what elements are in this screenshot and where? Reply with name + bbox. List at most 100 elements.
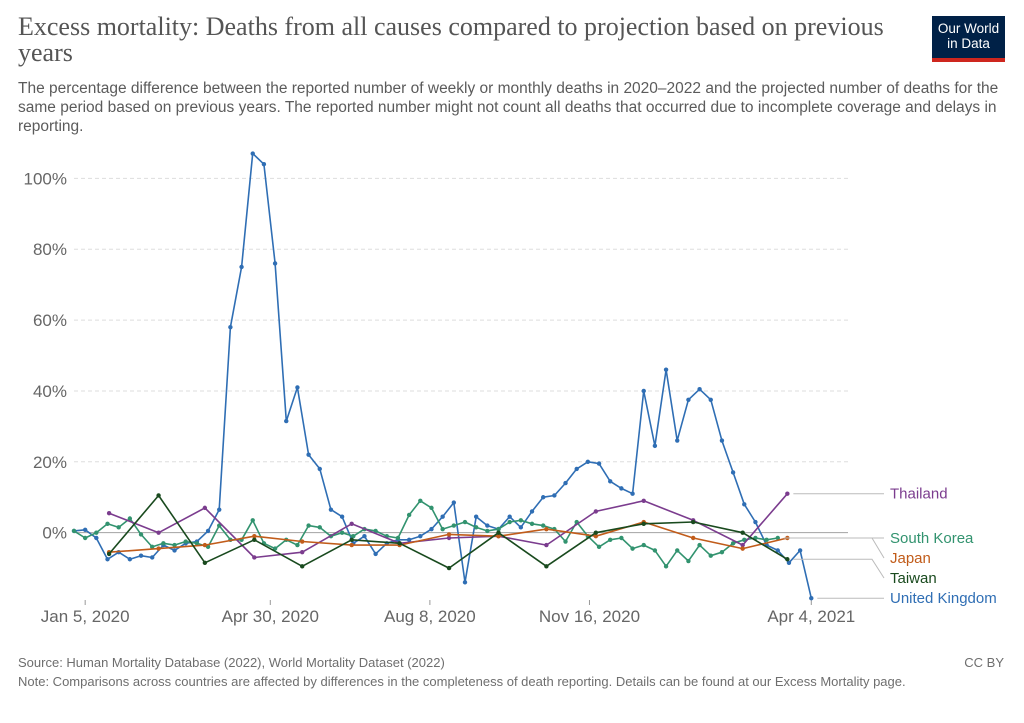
data-point-taiwan — [785, 557, 790, 562]
data-point-united-kingdom — [418, 534, 423, 539]
data-point-south-korea — [518, 518, 524, 523]
data-point-united-kingdom — [596, 461, 602, 466]
data-point-south-korea — [641, 542, 646, 548]
data-point-south-korea — [105, 521, 110, 527]
data-point-south-korea — [138, 532, 144, 537]
data-point-south-korea — [485, 528, 490, 534]
data-point-united-kingdom — [563, 480, 568, 486]
data-point-south-korea — [161, 541, 166, 546]
source-text: Source: Human Mortality Database (2022),… — [18, 655, 445, 670]
data-point-thailand — [300, 549, 305, 555]
data-point-united-kingdom — [205, 528, 211, 534]
data-point-thailand — [106, 510, 112, 516]
data-point-south-korea — [764, 537, 769, 542]
data-point-united-kingdom — [328, 507, 334, 512]
data-point-south-korea — [149, 544, 155, 550]
data-point-taiwan — [593, 530, 599, 535]
data-point-taiwan — [641, 521, 646, 527]
chart-title: Excess mortality: Deaths from all causes… — [18, 12, 884, 67]
data-point-united-kingdom — [373, 551, 378, 557]
data-point-united-kingdom — [172, 548, 177, 553]
data-point-united-kingdom — [149, 555, 155, 560]
data-point-thailand — [785, 491, 790, 496]
data-point-south-korea — [116, 525, 121, 530]
data-point-japan — [156, 546, 161, 551]
data-point-united-kingdom — [406, 537, 412, 542]
data-point-thailand — [156, 530, 161, 535]
series-layer — [71, 151, 814, 601]
data-point-united-kingdom — [82, 527, 88, 533]
data-point-taiwan — [156, 493, 161, 498]
data-point-south-korea — [496, 526, 501, 532]
data-point-thailand — [349, 521, 354, 527]
series-line-taiwan — [108, 494, 788, 569]
data-point-united-kingdom — [574, 466, 579, 472]
data-point-taiwan — [397, 541, 402, 546]
x-tick-label: Aug 8, 2020 — [384, 607, 476, 626]
data-point-south-korea — [675, 548, 680, 553]
data-point-united-kingdom — [686, 397, 691, 403]
legend-labels: Thailand South Korea Japan Taiwan United Kin… — [783, 486, 997, 607]
data-point-united-kingdom — [284, 418, 289, 424]
data-point-united-kingdom — [809, 596, 814, 601]
data-point-united-kingdom — [652, 443, 658, 449]
data-point-south-korea — [507, 519, 512, 525]
logo-line-1: Our World — [937, 21, 1000, 36]
series-line-united-kingdom — [73, 152, 813, 599]
data-point-taiwan — [496, 530, 501, 535]
note-text: Note: Comparisons across countries are a… — [18, 674, 906, 689]
data-point-united-kingdom — [362, 534, 367, 539]
data-point-thailand — [544, 542, 549, 548]
data-point-south-korea — [373, 528, 378, 534]
data-point-united-kingdom — [462, 580, 468, 585]
license-link[interactable]: CC BY — [964, 655, 1004, 670]
data-point-united-kingdom — [730, 470, 736, 475]
data-point-united-kingdom — [663, 367, 669, 372]
data-point-japan — [496, 534, 501, 539]
data-point-south-korea — [306, 523, 311, 528]
owid-logo[interactable]: Our World in Data — [932, 16, 1005, 62]
data-point-south-korea — [94, 530, 99, 535]
data-point-south-korea — [406, 512, 412, 518]
data-point-united-kingdom — [608, 479, 613, 484]
data-point-taiwan — [544, 564, 549, 569]
data-point-taiwan — [202, 560, 208, 565]
data-point-united-kingdom — [619, 486, 624, 491]
data-point-south-korea — [127, 516, 133, 521]
data-point-japan — [349, 542, 354, 548]
data-point-thailand — [740, 542, 745, 548]
data-point-united-kingdom — [708, 397, 713, 403]
data-point-south-korea — [663, 564, 669, 569]
leader-line-taiwan — [793, 558, 885, 579]
data-point-south-korea — [317, 525, 322, 530]
data-point-united-kingdom — [585, 459, 591, 465]
data-point-south-korea — [250, 518, 255, 523]
x-tick-label: Jan 5, 2020 — [41, 607, 130, 626]
data-point-united-kingdom — [485, 523, 490, 528]
data-point-united-kingdom — [529, 509, 535, 514]
data-point-south-korea — [272, 546, 278, 551]
data-point-united-kingdom — [507, 514, 512, 519]
data-point-taiwan — [252, 537, 257, 542]
data-point-united-kingdom — [797, 548, 803, 553]
data-point-united-kingdom — [742, 502, 747, 507]
data-point-south-korea — [652, 548, 658, 553]
data-point-thailand — [202, 505, 208, 511]
data-point-taiwan — [349, 537, 354, 542]
data-point-taiwan — [446, 565, 452, 571]
data-point-united-kingdom — [261, 161, 267, 167]
data-point-united-kingdom — [451, 500, 457, 505]
data-point-united-kingdom — [239, 264, 244, 270]
data-point-united-kingdom — [786, 560, 792, 565]
data-point-south-korea — [608, 537, 613, 542]
data-point-japan — [446, 532, 452, 537]
data-point-south-korea — [440, 526, 445, 532]
y-tick-label: 80% — [33, 240, 67, 259]
y-tick-label: 20% — [33, 453, 67, 472]
data-point-united-kingdom — [540, 495, 546, 500]
legend-label-taiwan: Taiwan — [890, 570, 937, 587]
data-point-united-kingdom — [641, 388, 646, 394]
data-point-united-kingdom — [440, 514, 445, 519]
data-point-united-kingdom — [630, 491, 635, 496]
